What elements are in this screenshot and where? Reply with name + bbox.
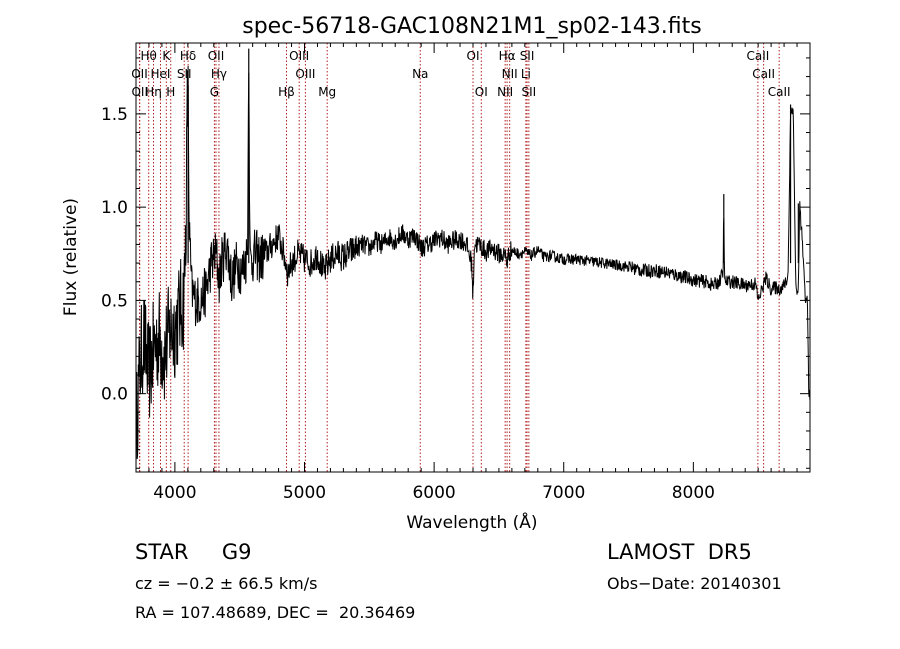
line-label-12: Hγ <box>211 67 227 81</box>
x-tick-label-2: 6000 <box>412 483 455 503</box>
line-label-1: K <box>162 49 171 63</box>
line-label-4: OIII <box>289 49 309 63</box>
line-label-3: OII <box>208 49 225 63</box>
line-label-0: Hθ <box>141 49 157 63</box>
y-axis: 0.0 0.5 1.0 1.5 <box>101 57 810 469</box>
line-label-15: NII <box>502 67 518 81</box>
line-label-7: SII <box>520 49 535 63</box>
observation-date: Obs−Date: 20140301 <box>607 574 782 593</box>
line-label-2: Hδ <box>180 49 196 63</box>
spectrum-layer <box>135 48 811 472</box>
chart-title: spec-56718-GAC108N21M1_sp02-143.fits <box>242 14 702 39</box>
y-axis-label: Flux (relative) <box>61 198 81 316</box>
line-label-14: Na <box>412 67 428 81</box>
line-label-26: SII <box>522 85 537 99</box>
line-label-6: Hα <box>499 49 516 63</box>
line-label-10: HeI <box>151 67 171 81</box>
y-tick-label-3: 1.5 <box>101 105 128 125</box>
line-label-27: CaII <box>768 85 791 99</box>
x-tick-label-4: 8000 <box>672 483 715 503</box>
line-label-25: NII <box>497 85 513 99</box>
x-tick-label-3: 7000 <box>542 483 585 503</box>
object-class: STAR G9 <box>135 540 252 564</box>
y-tick-label-0: 0.0 <box>101 385 128 405</box>
x-tick-label-1: 5000 <box>283 483 326 503</box>
line-label-19: Hη <box>145 85 162 99</box>
redshift-value: cz = −0.2 ± 66.5 km/s <box>135 574 318 593</box>
line-label-13: OIII <box>295 67 315 81</box>
x-axis: 4000 5000 6000 7000 8000 <box>135 43 811 503</box>
y-tick-label-1: 0.5 <box>101 291 128 311</box>
ra-dec-coordinates: RA = 107.48689, DEC = 20.36469 <box>135 603 416 622</box>
line-label-23: Mg <box>318 85 336 99</box>
line-label-17: CaII <box>752 67 775 81</box>
line-label-21: G <box>210 85 219 99</box>
line-label-8: CaII <box>746 49 769 63</box>
line-label-24: OI <box>475 85 488 99</box>
line-label-9: OII <box>131 67 148 81</box>
line-label-11: SII <box>177 67 192 81</box>
line-label-20: H <box>166 85 175 99</box>
x-axis-label: Wavelength (Å) <box>406 511 537 533</box>
y-tick-label-2: 1.0 <box>101 198 128 218</box>
survey-name: LAMOST DR5 <box>607 540 752 564</box>
line-label-5: OI <box>467 49 480 63</box>
line-label-16: Li <box>521 67 531 81</box>
line-label-22: Hβ <box>278 85 295 99</box>
x-tick-label-0: 4000 <box>153 483 196 503</box>
